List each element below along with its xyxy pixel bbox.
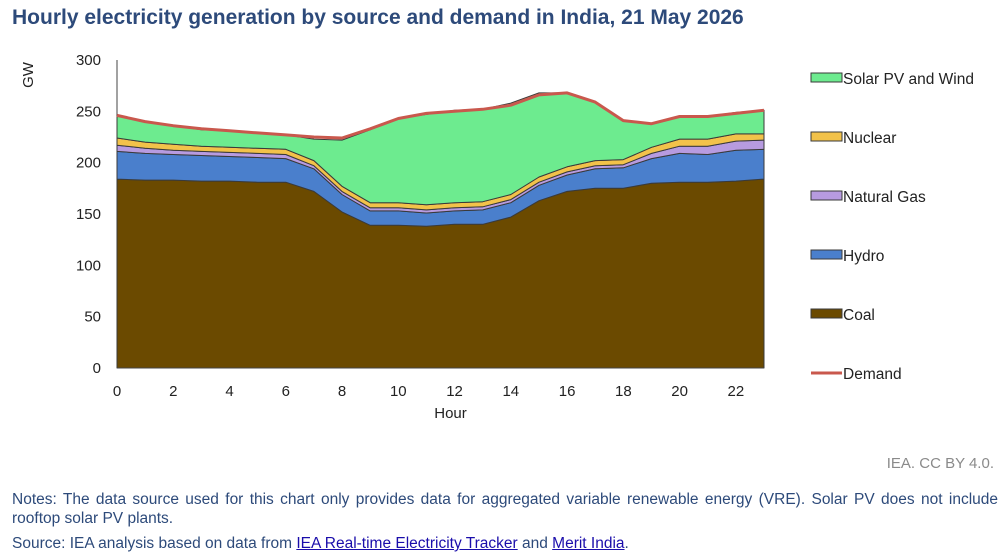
- x-tick-label: 2: [169, 383, 177, 400]
- chart: 0 50 100 150 200 250 300 GW 0 2 4 6 8 10 12 14 16 18 20 22 H…: [20, 52, 974, 422]
- legend-label-solar-pv-and-wind: Solar PV and Wind: [843, 71, 974, 88]
- notes-text: Notes: The data source used for this cha…: [12, 491, 998, 527]
- legend-swatch-natural-gas: [810, 190, 843, 201]
- credit-text: IEA. CC BY 4.0.: [886, 455, 994, 472]
- x-tick-label: 14: [502, 383, 519, 400]
- x-tick-label: 20: [671, 383, 688, 400]
- legend-label-demand: Demand: [843, 366, 902, 383]
- chart-title: Hourly electricity generation by source …: [12, 6, 744, 29]
- x-tick-label: 22: [728, 383, 745, 400]
- x-tick-label: 8: [338, 383, 346, 400]
- legend-swatch-coal: [810, 308, 843, 319]
- legend-label-hydro: Hydro: [843, 248, 884, 265]
- y-axis-title: GW: [20, 61, 37, 88]
- source-prefix: Source: IEA analysis based on data from: [12, 535, 297, 552]
- area-solar-pv-and-wind: [116, 92, 765, 206]
- source-text: Source: IEA analysis based on data from …: [12, 535, 629, 553]
- y-tick-label: 100: [76, 257, 101, 274]
- legend-label-nuclear: Nuclear: [843, 130, 896, 147]
- legend-swatch-solar-pv-and-wind: [810, 72, 843, 83]
- x-tick-label: 18: [615, 383, 632, 400]
- y-tick-label: 250: [76, 103, 101, 120]
- y-tick-label: 300: [76, 52, 101, 69]
- x-tick-label: 6: [282, 383, 290, 400]
- y-tick-label: 0: [93, 360, 101, 377]
- source-middle: and: [517, 535, 553, 552]
- x-tick-label: 10: [390, 383, 407, 400]
- source-suffix: .: [624, 535, 629, 552]
- demand-line: [116, 91, 765, 140]
- y-tick-label: 50: [84, 309, 101, 326]
- x-axis-title: Hour: [434, 405, 467, 422]
- legend-swatch-nuclear: [810, 131, 843, 142]
- legend-label-coal: Coal: [843, 307, 875, 324]
- x-tick-label: 12: [446, 383, 463, 400]
- legend-label-natural-gas: Natural Gas: [843, 189, 926, 206]
- x-tick-label: 16: [559, 383, 576, 400]
- legend: Solar PV and Wind Nuclear Natural Gas Hydro…: [810, 71, 974, 383]
- y-tick-label: 150: [76, 206, 101, 223]
- merit-india-link[interactable]: Merit India: [552, 535, 625, 552]
- x-tick-label: 0: [113, 383, 121, 400]
- y-tick-label: 200: [76, 155, 101, 172]
- plot-area: 0 50 100 150 200 250 300 GW 0 2 4 6 8 10 12 14 16 18 20 22 H…: [20, 52, 765, 422]
- iea-tracker-link[interactable]: IEA Real-time Electricity Tracker: [296, 535, 518, 552]
- legend-swatch-hydro: [810, 249, 843, 260]
- x-tick-label: 4: [225, 383, 233, 400]
